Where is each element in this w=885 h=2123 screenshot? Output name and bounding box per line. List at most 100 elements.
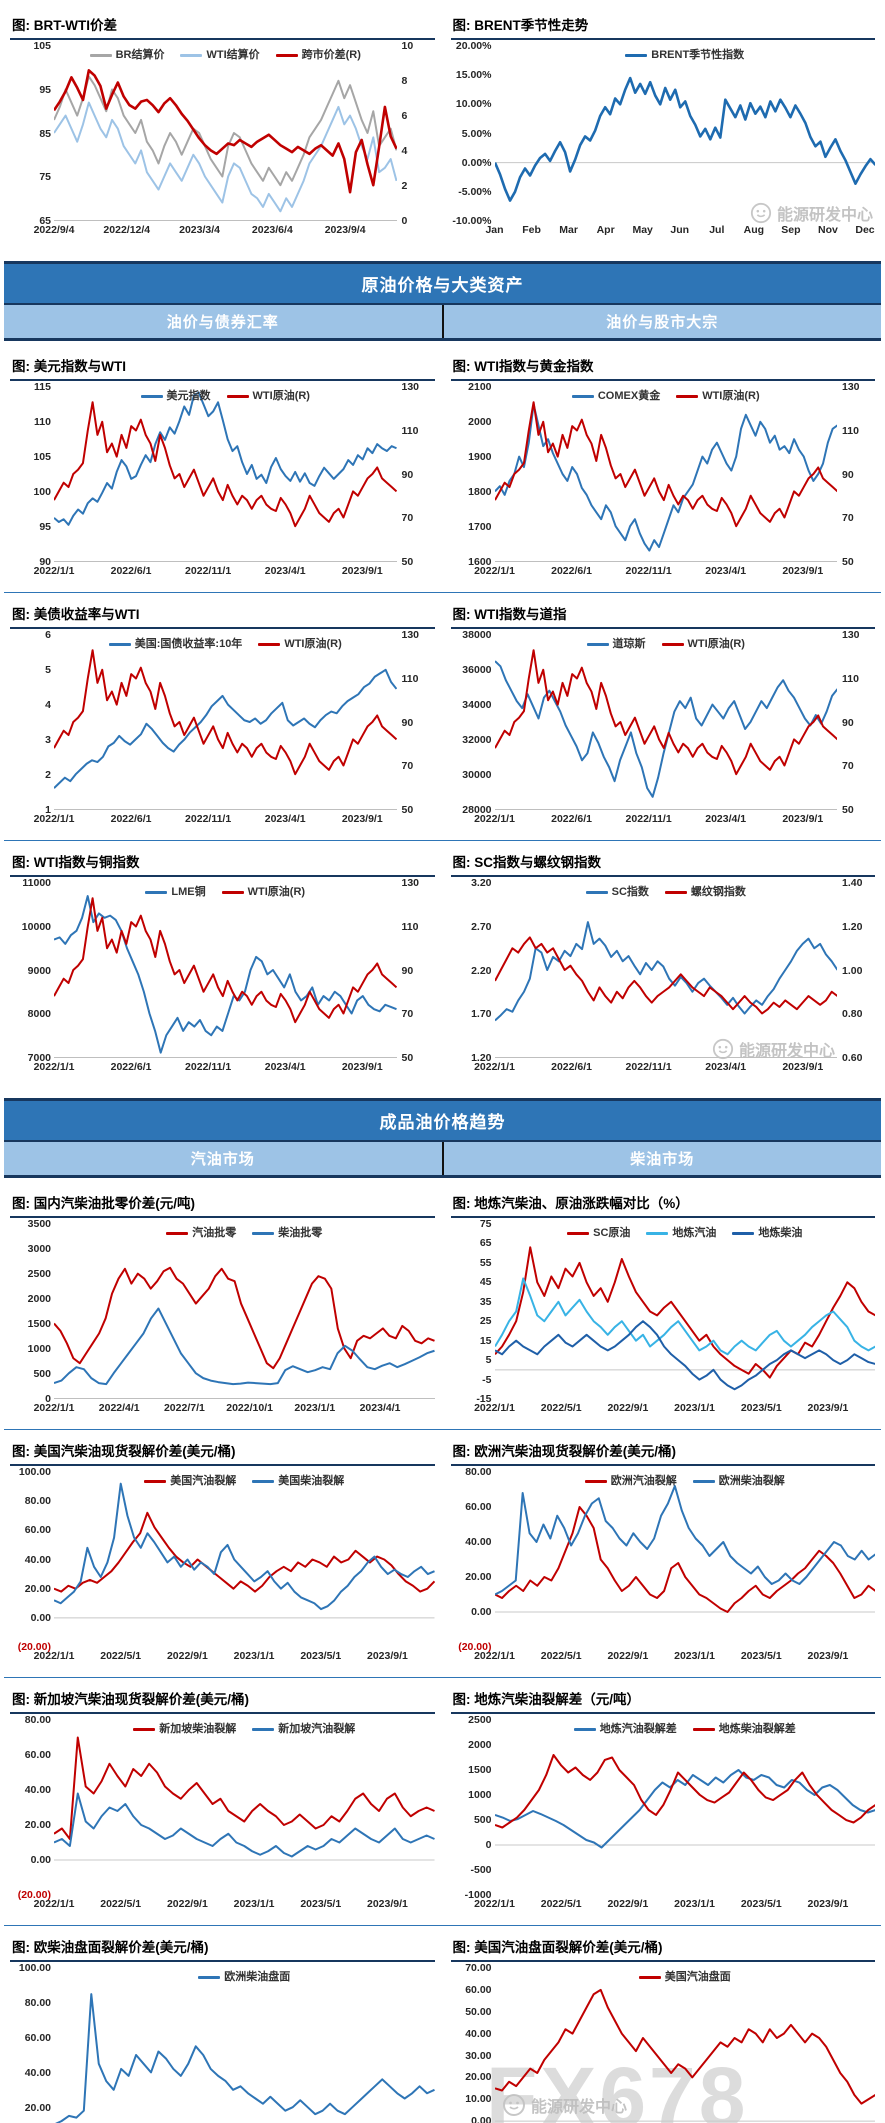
axis-tick-label: 55 bbox=[479, 1256, 492, 1269]
axis-tick-label: 32000 bbox=[462, 734, 492, 746]
axis-tick-label: 110 bbox=[401, 424, 419, 437]
x-axis-tick-label: 2023/6/4 bbox=[251, 224, 293, 236]
axis-tick-label: 70 bbox=[842, 512, 854, 525]
chart-title: 图: 美债收益率与WTI bbox=[10, 601, 435, 629]
plot: BR结算价 WTI结算价 跨市价差(R) bbox=[54, 46, 397, 221]
axis-tick-label: 6 bbox=[45, 629, 51, 641]
axis-tick-label: 110 bbox=[842, 672, 859, 685]
series-line bbox=[54, 1738, 435, 1840]
axis-tick-label: 1.20 bbox=[471, 1052, 492, 1064]
chart-us10y-wti: 图: 美债收益率与WTI 6 5 4 3 2 1 美国:国债收益率:10年 WTI原油(R) 13… bbox=[6, 599, 439, 830]
plot: 美国汽油裂解 美国柴油裂解 bbox=[54, 1472, 435, 1647]
axis-tick-label: 10 bbox=[401, 40, 414, 52]
series-line bbox=[54, 670, 397, 788]
chart-row-8: 图: 欧柴油盘面裂解价差(美元/桶) 100.00 80.00 60.00 40.00 2… bbox=[4, 1926, 881, 2123]
series-line bbox=[495, 78, 876, 200]
y-axis-left: 2500 2000 1500 1000 500 0 -500 -1000 bbox=[451, 1714, 495, 1901]
chart-usd-index-wti: 图: 美元指数与WTI 115 110 105 100 95 90 美元指数 WTI原油(R) 1… bbox=[6, 351, 439, 582]
x-axis: 2022/9/4 2022/12/4 2023/3/4 2023/6/4 2023/9/… bbox=[34, 224, 397, 239]
x-axis-tick-label: 2023/5/1 bbox=[300, 1898, 342, 1910]
chart-title: 图: SC指数与螺纹钢指数 bbox=[450, 849, 875, 877]
chart-title: 图: 美元指数与WTI bbox=[10, 353, 435, 381]
axis-tick-label: 1000 bbox=[27, 1343, 51, 1355]
x-axis-tick-label: 2022/4/1 bbox=[98, 1402, 140, 1414]
axis-tick-label: 60.00 bbox=[465, 1983, 492, 1996]
x-axis-tick-label: Dec bbox=[855, 224, 875, 236]
axis-tick-label: -1000 bbox=[464, 1889, 492, 1901]
axis-tick-label: 4 bbox=[45, 699, 51, 711]
x-axis-tick-label: 2022/6/1 bbox=[551, 813, 592, 825]
chart-title: 图: 美国汽柴油现货裂解价差(美元/桶) bbox=[10, 1438, 435, 1466]
chart-plot-area: 75 65 55 45 35 25 15 5 -5 -15 SC原油 地炼汽油 地炼柴油 bbox=[451, 1218, 876, 1405]
axis-tick-label: 0 bbox=[45, 1393, 51, 1405]
chart-sc-rebar: 图: SC指数与螺纹钢指数 3.20 2.70 2.20 1.70 1.20 SC指数 螺纹钢… bbox=[447, 847, 880, 1078]
series-line bbox=[495, 1321, 876, 1389]
chart-canvas bbox=[54, 1472, 435, 1647]
chart-canvas bbox=[495, 1224, 876, 1399]
chart-eu-diesel-forward-crack: 图: 欧柴油盘面裂解价差(美元/桶) 100.00 80.00 60.00 40.00 2… bbox=[6, 1932, 439, 2123]
axis-tick-label: 34000 bbox=[462, 699, 492, 711]
x-axis-tick-label: 2022/9/1 bbox=[166, 1898, 208, 1910]
axis-tick-label: 2.20 bbox=[471, 964, 492, 977]
axis-tick-label: 1500 bbox=[468, 1764, 492, 1776]
chart-canvas bbox=[495, 635, 838, 809]
x-axis: 2022/1/1 2022/6/1 2022/11/1 2023/4/1 2023/9/… bbox=[34, 565, 397, 580]
x-axis-tick-label: 2022/9/4 bbox=[33, 224, 75, 236]
x-axis-tick-label: 2022/1/1 bbox=[474, 565, 515, 577]
x-axis-tick-label: 2023/4/1 bbox=[359, 1402, 401, 1414]
y-axis-right: 10 8 6 4 2 0 bbox=[397, 40, 435, 227]
x-axis: 2022/1/1 2022/5/1 2022/9/1 2023/1/1 2023/5/1… bbox=[474, 1650, 866, 1665]
y-axis-left: 38000 36000 34000 32000 30000 28000 bbox=[451, 629, 495, 816]
axis-tick-label: 3.20 bbox=[471, 877, 492, 889]
axis-tick-label: 1.20 bbox=[842, 920, 863, 933]
axis-tick-label: 15.00% bbox=[455, 69, 492, 82]
y-axis-left: 3.20 2.70 2.20 1.70 1.20 bbox=[451, 877, 495, 1064]
chart-title: 图: 美国汽油盘面裂解价差(美元/桶) bbox=[450, 1934, 875, 1962]
series-line bbox=[495, 1755, 876, 1827]
plot: LME铜 WTI原油(R) bbox=[54, 883, 397, 1058]
plot: 美元指数 WTI原油(R) bbox=[54, 387, 397, 562]
chart-plot-area: 115 110 105 100 95 90 美元指数 WTI原油(R) 130 110 90 70 50 bbox=[10, 381, 435, 568]
axis-tick-label: 20.00 bbox=[465, 1571, 492, 1583]
x-axis-tick-label: Mar bbox=[559, 224, 578, 236]
axis-tick-label: 30000 bbox=[462, 769, 492, 781]
chart-plot-area: 70.0060.0050.0040.0030.0020.0010.000.00(… bbox=[451, 1962, 876, 2123]
axis-tick-label: 115 bbox=[34, 381, 51, 393]
axis-tick-label: 50.00 bbox=[465, 2005, 492, 2018]
axis-tick-label: 2500 bbox=[468, 1714, 492, 1726]
y-axis-left: 105 95 85 75 65 bbox=[10, 40, 54, 227]
axis-tick-label: 2000 bbox=[468, 1739, 492, 1751]
axis-tick-label: 5 bbox=[485, 1354, 492, 1367]
section-banner-refined-products: 成品油价格趋势 汽油市场 柴油市场 bbox=[4, 1098, 881, 1178]
axis-tick-label: 3 bbox=[45, 734, 51, 746]
section-subheader-left: 汽油市场 bbox=[4, 1142, 444, 1175]
section-title: 成品油价格趋势 bbox=[4, 1101, 881, 1140]
plot: SC原油 地炼汽油 地炼柴油 bbox=[495, 1224, 876, 1399]
x-axis: 2022/1/1 2022/5/1 2022/9/1 2023/1/1 2023/5/1… bbox=[474, 1402, 866, 1417]
axis-tick-label: 80.00 bbox=[24, 1714, 51, 1726]
axis-tick-label: 65 bbox=[479, 1237, 492, 1250]
x-axis-tick-label: 2022/5/1 bbox=[540, 1650, 582, 1662]
chart-canvas bbox=[54, 635, 397, 809]
series-line bbox=[54, 1513, 435, 1592]
chart-canvas bbox=[54, 1968, 435, 2123]
chart-canvas bbox=[54, 1720, 435, 1895]
axis-tick-label: 90 bbox=[39, 556, 51, 568]
chart-plot-area: 2500 2000 1500 1000 500 0 -500 -1000 地炼汽油裂解差 地炼柴油… bbox=[451, 1714, 876, 1901]
axis-tick-label: 105 bbox=[33, 451, 51, 463]
axis-tick-label: (20.00) bbox=[17, 1641, 51, 1653]
axis-tick-label: 0 bbox=[401, 215, 408, 227]
x-axis-tick-label: 2023/1/1 bbox=[233, 1650, 275, 1662]
axis-tick-label: 70 bbox=[401, 512, 414, 525]
x-axis-tick-label: 2023/5/1 bbox=[740, 1650, 782, 1662]
axis-tick-label: 20.00 bbox=[24, 1582, 51, 1595]
axis-tick-label: 60.00 bbox=[465, 1501, 492, 1513]
axis-tick-label: 80.00 bbox=[24, 1495, 51, 1508]
x-axis-tick-label: 2023/4/1 bbox=[264, 565, 306, 577]
axis-tick-label: 100 bbox=[33, 486, 51, 498]
axis-tick-label: 1000 bbox=[468, 1789, 492, 1801]
axis-tick-label: 0.00 bbox=[471, 2115, 492, 2123]
axis-tick-label: 1.40 bbox=[842, 877, 863, 889]
axis-tick-label: 10.00% bbox=[455, 98, 492, 111]
